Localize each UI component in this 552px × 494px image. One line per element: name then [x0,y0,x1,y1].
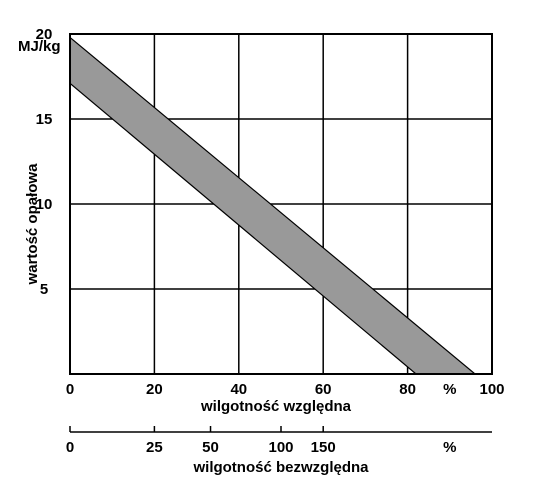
y-tick-label: 15 [36,111,53,128]
x-tick-label: 100 [479,381,504,398]
y-tick-label: 5 [40,281,48,298]
y-axis-label: wartość opałowa [24,163,41,286]
y-unit-label: MJ/kg [18,38,61,55]
secondary-x-unit-label: % [443,439,456,456]
y-tick-label: 20 [36,26,53,43]
x-tick-labels: 0 20 40 60 80 100 [66,381,505,398]
plot-frame [69,33,493,375]
secondary-x-axis-label: wilgotność bezwzględna [192,459,369,476]
x-axis-label: wilgotność względna [200,398,352,415]
secondary-x-tick-label: 150 [311,439,336,456]
x-tick-label: 40 [230,381,247,398]
x-tick-label: 20 [146,381,163,398]
secondary-x-ticks: 0 25 50 100 150 [66,426,336,456]
grid [70,34,492,374]
x-tick-label: 60 [315,381,332,398]
x-unit-label: % [443,381,456,398]
secondary-x-tick-label: 100 [268,439,293,456]
secondary-x-tick-label: 25 [146,439,163,456]
secondary-x-tick-label: 0 [66,439,74,456]
y-tick-labels: 5 10 15 20 [36,26,53,298]
calorific-value-band [69,36,477,375]
x-tick-label: 0 [66,381,74,398]
y-tick-label: 10 [36,196,53,213]
secondary-x-tick-label: 50 [202,439,219,456]
x-tick-label: 80 [399,381,416,398]
